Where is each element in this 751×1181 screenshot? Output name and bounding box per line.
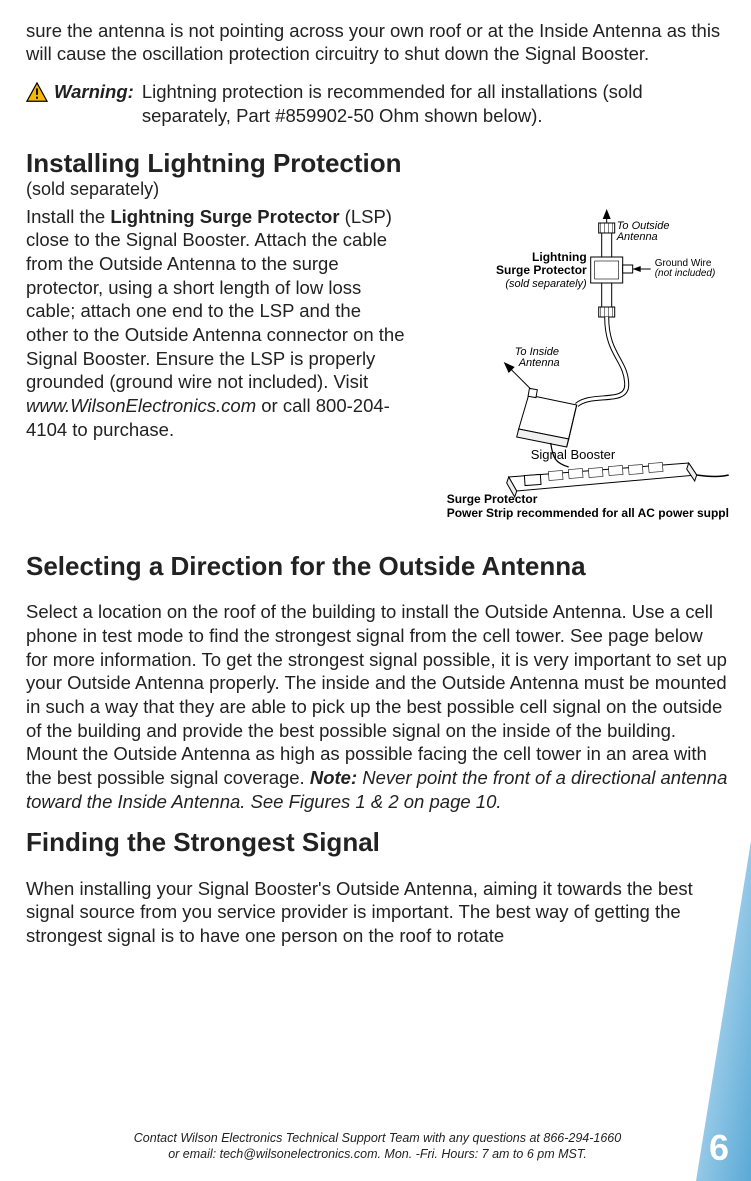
svg-text:Signal Booster: Signal Booster bbox=[530, 447, 615, 462]
installing-body: Install the Lightning Surge Protector (L… bbox=[26, 205, 406, 525]
warning-label: Warning: bbox=[54, 80, 134, 104]
heading-installing-sub: (sold separately) bbox=[26, 179, 729, 201]
lightning-protection-diagram: To OutsideAntenna LightningSurge Protect… bbox=[418, 205, 729, 525]
svg-text:(not included): (not included) bbox=[654, 268, 715, 279]
page-footer: Contact Wilson Electronics Technical Sup… bbox=[26, 1131, 729, 1162]
selecting-body: Select a location on the roof of the bui… bbox=[26, 600, 729, 813]
warning-triangle-icon bbox=[26, 82, 48, 102]
svg-text:To OutsideAntenna: To OutsideAntenna bbox=[615, 220, 669, 243]
footer-line1: Contact Wilson Electronics Technical Sup… bbox=[134, 1131, 621, 1145]
svg-text:LightningSurge Protector: LightningSurge Protector bbox=[496, 250, 587, 277]
warning-block: Warning: Lightning protection is recomme… bbox=[26, 80, 729, 127]
warning-text: Lightning protection is recommended for … bbox=[142, 80, 729, 127]
heading-selecting: Selecting a Direction for the Outside An… bbox=[26, 551, 729, 582]
svg-text:Power Strip recommended for al: Power Strip recommended for all AC power… bbox=[446, 506, 729, 520]
svg-text:Surge Protector: Surge Protector bbox=[446, 492, 537, 506]
page-number: 6 bbox=[709, 1127, 729, 1169]
intro-fragment: sure the antenna is not pointing across … bbox=[26, 19, 729, 66]
heading-installing: Installing Lightning Protection bbox=[26, 149, 729, 179]
finding-body: When installing your Signal Booster's Ou… bbox=[26, 877, 729, 948]
svg-text:To InsideAntenna: To InsideAntenna bbox=[514, 346, 559, 369]
footer-line2: or email: tech@wilsonelectronics.com. Mo… bbox=[168, 1147, 587, 1161]
heading-finding: Finding the Strongest Signal bbox=[26, 827, 729, 858]
svg-text:(sold separately): (sold separately) bbox=[505, 278, 587, 290]
